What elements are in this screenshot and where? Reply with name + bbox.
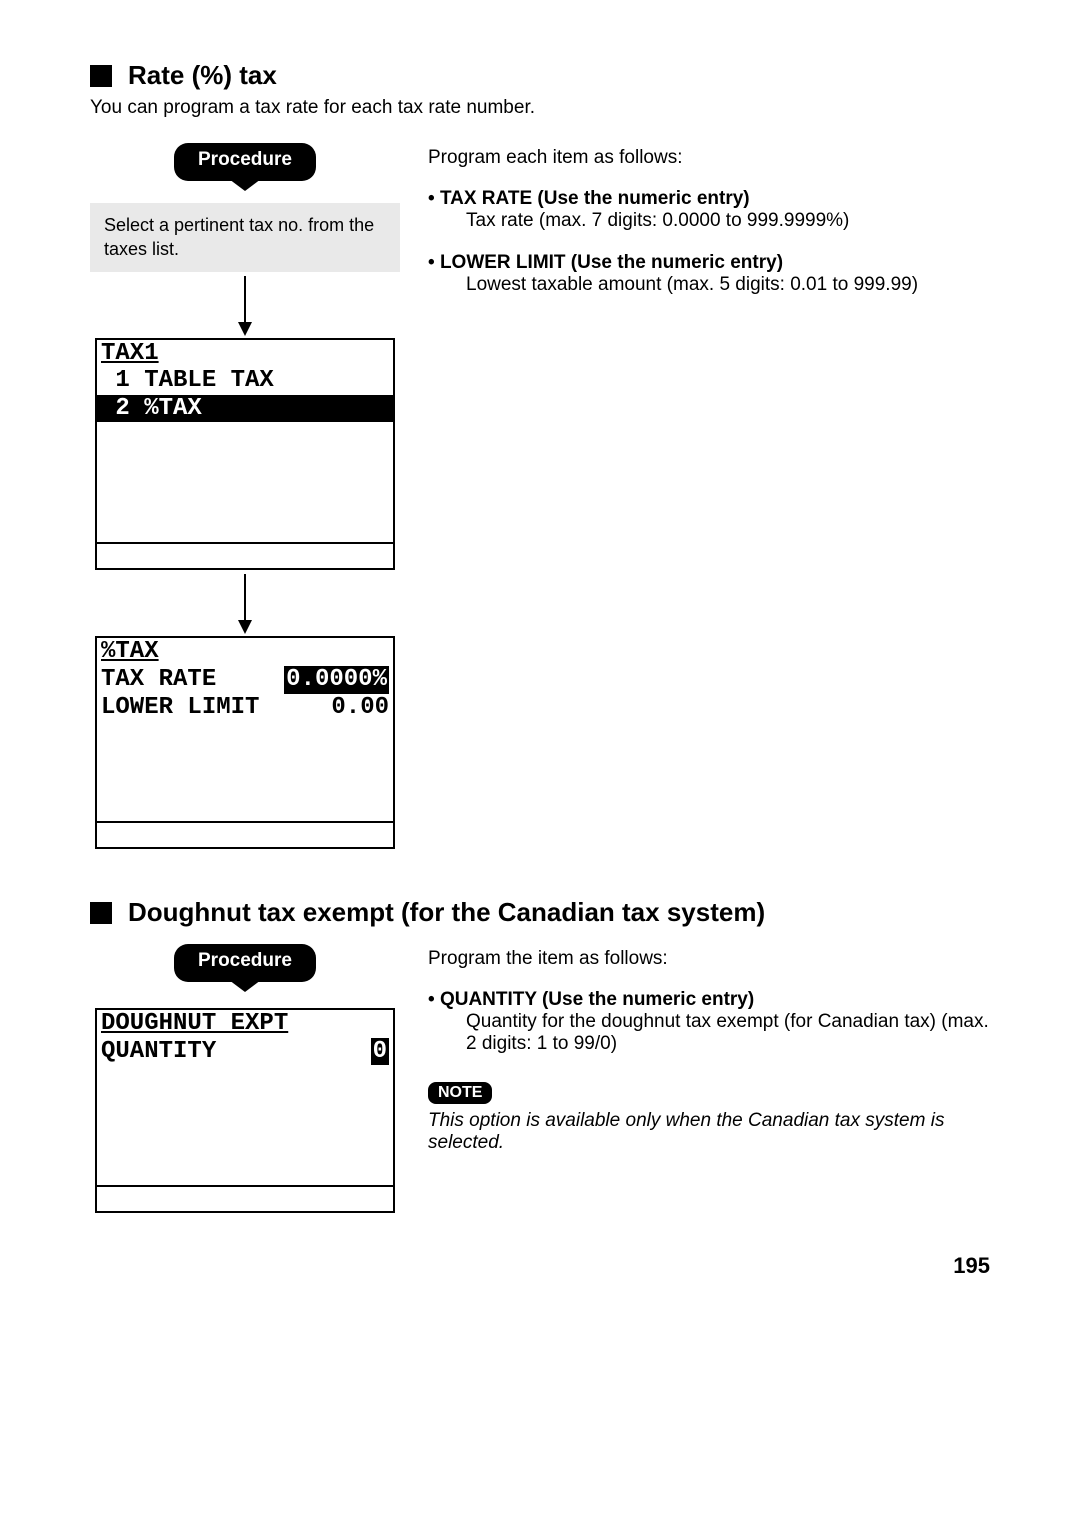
arrow-down-icon: [235, 276, 255, 336]
field-label: LOWER LIMIT: [101, 694, 259, 722]
field-row-tax-rate[interactable]: TAX RATE 0.0000%: [97, 666, 393, 694]
field-row-quantity[interactable]: QUANTITY 0: [97, 1038, 393, 1066]
list-item-selected[interactable]: 2 %TAX: [97, 395, 393, 423]
desc-list: • TAX RATE (Use the numeric entry) Tax r…: [428, 188, 990, 296]
description-column: Program each item as follows: • TAX RATE…: [428, 143, 990, 316]
screen-footer: [97, 1185, 393, 1211]
screen-footer: [97, 542, 393, 568]
screen-title: %TAX: [97, 638, 393, 666]
desc-list: • QUANTITY (Use the numeric entry) Quant…: [428, 989, 990, 1055]
procedure-badge: Procedure: [174, 944, 316, 982]
field-label: TAX RATE: [101, 666, 216, 694]
desc-item-body: Tax rate (max. 7 digits: 0.0000 to 999.9…: [466, 210, 990, 232]
list-item-label: 1 TABLE TAX: [101, 367, 274, 395]
description-column: Program the item as follows: • QUANTITY …: [428, 944, 990, 1154]
desc-item: • QUANTITY (Use the numeric entry) Quant…: [428, 989, 990, 1055]
procedure-column: Procedure DOUGHNUT EXPT QUANTITY 0: [90, 944, 400, 1213]
heading-text: Rate (%) tax: [128, 60, 277, 91]
desc-item-body: Quantity for the doughnut tax exempt (fo…: [466, 1011, 990, 1055]
section-doughnut-tax: Doughnut tax exempt (for the Canadian ta…: [90, 897, 990, 1213]
hint-box: Select a pertinent tax no. from the taxe…: [90, 203, 400, 272]
two-column-layout: Procedure Select a pertinent tax no. fro…: [90, 143, 990, 849]
field-value: 0.00: [331, 694, 389, 722]
desc-item-body: Lowest taxable amount (max. 5 digits: 0.…: [466, 274, 990, 296]
page-number: 195: [90, 1253, 990, 1279]
desc-item: • TAX RATE (Use the numeric entry) Tax r…: [428, 188, 990, 232]
arrow-down-icon: [235, 574, 255, 634]
bullet-dot-icon: •: [428, 989, 440, 1010]
desc-intro: Program the item as follows:: [428, 948, 990, 970]
square-bullet-icon: [90, 65, 112, 87]
screen-title-text: %TAX: [101, 638, 159, 666]
screen-title: TAX1: [97, 340, 393, 368]
field-value-selected: 0.0000%: [284, 666, 389, 694]
bullet-dot-icon: •: [428, 188, 440, 209]
screen-body-blank: [97, 721, 393, 821]
screen-title: DOUGHNUT EXPT: [97, 1010, 393, 1038]
screen-body-blank: [97, 422, 393, 542]
intro-text: You can program a tax rate for each tax …: [90, 97, 990, 119]
desc-item: • LOWER LIMIT (Use the numeric entry) Lo…: [428, 252, 990, 296]
note-block: NOTE This option is available only when …: [428, 1081, 990, 1154]
procedure-column: Procedure Select a pertinent tax no. fro…: [90, 143, 400, 849]
list-item-label: 2 %TAX: [101, 395, 202, 423]
desc-item-title: LOWER LIMIT (Use the numeric entry): [440, 252, 783, 273]
screen-footer: [97, 821, 393, 847]
screen-body-blank: [97, 1065, 393, 1185]
square-bullet-icon: [90, 902, 112, 924]
field-row-lower-limit[interactable]: LOWER LIMIT 0.00: [97, 694, 393, 722]
two-column-layout: Procedure DOUGHNUT EXPT QUANTITY 0 Progr…: [90, 944, 990, 1213]
field-value-selected: 0: [371, 1038, 389, 1066]
list-item[interactable]: 1 TABLE TAX: [97, 367, 393, 395]
section-rate-tax: Rate (%) tax You can program a tax rate …: [90, 60, 990, 849]
bullet-dot-icon: •: [428, 252, 440, 273]
desc-item-title: TAX RATE (Use the numeric entry): [440, 188, 750, 209]
procedure-badge: Procedure: [174, 143, 316, 181]
desc-item-title: QUANTITY (Use the numeric entry): [440, 989, 754, 1010]
screen-doughnut-expt: DOUGHNUT EXPT QUANTITY 0: [95, 1008, 395, 1213]
desc-intro: Program each item as follows:: [428, 147, 990, 169]
screen-title-text: DOUGHNUT EXPT: [101, 1010, 288, 1038]
heading-row: Rate (%) tax: [90, 60, 990, 91]
screen-title-text: TAX1: [101, 340, 159, 368]
screen-percent-tax: %TAX TAX RATE 0.0000% LOWER LIMIT 0.00: [95, 636, 395, 849]
field-label: QUANTITY: [101, 1038, 216, 1066]
heading-text: Doughnut tax exempt (for the Canadian ta…: [128, 897, 765, 928]
heading-row: Doughnut tax exempt (for the Canadian ta…: [90, 897, 990, 928]
note-text: This option is available only when the C…: [428, 1110, 990, 1154]
screen-tax1: TAX1 1 TABLE TAX 2 %TAX: [95, 338, 395, 571]
note-badge: NOTE: [428, 1082, 492, 1104]
